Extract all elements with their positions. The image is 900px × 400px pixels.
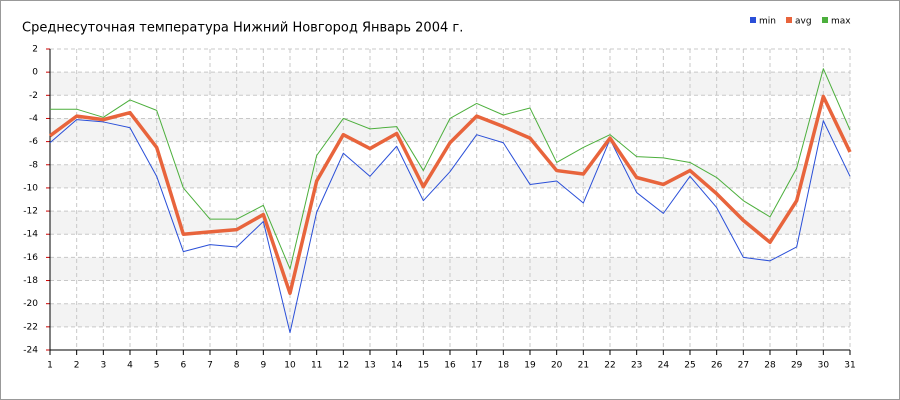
- x-tick-label: 30: [818, 361, 830, 371]
- x-tick-label: 12: [338, 361, 349, 371]
- legend-swatch: [750, 17, 756, 23]
- y-tick-label: -2: [29, 91, 38, 101]
- x-tick-label: 4: [127, 361, 133, 371]
- y-tick-label: 0: [32, 68, 38, 78]
- x-tick-label: 11: [311, 361, 322, 371]
- series-line: [49, 119, 851, 334]
- legend-label: min: [759, 17, 776, 27]
- legend-label: avg: [795, 17, 812, 27]
- x-tick-label: 31: [844, 361, 855, 371]
- x-tick-label: 17: [471, 361, 482, 371]
- band: [50, 211, 850, 235]
- y-tick-label: -6: [29, 137, 38, 147]
- x-tick-label: 21: [578, 361, 589, 371]
- y-tick-label: -10: [23, 183, 38, 193]
- x-tick-label: 5: [154, 361, 160, 371]
- x-tick-label: 15: [418, 361, 429, 371]
- series-line: [48, 94, 852, 296]
- y-tick-label: -12: [23, 207, 38, 217]
- x-tick-label: 7: [207, 361, 213, 371]
- y-tick-label: -18: [23, 276, 38, 286]
- y-tick-label: -16: [23, 253, 38, 263]
- band: [50, 118, 850, 142]
- chart-title: Среднесуточная температура Нижний Новгор…: [22, 21, 463, 36]
- x-tick-label: 14: [391, 361, 403, 371]
- x-tick-label: 24: [658, 361, 670, 371]
- x-tick-label: 2: [74, 361, 80, 371]
- x-tick-label: 18: [498, 361, 510, 371]
- x-tick-label: 3: [100, 361, 106, 371]
- x-tick-label: 16: [444, 361, 456, 371]
- y-tick-label: -22: [23, 322, 38, 332]
- x-tick-label: 9: [260, 361, 266, 371]
- x-tick-label: 29: [791, 361, 803, 371]
- x-tick-label: 23: [631, 361, 642, 371]
- legend-swatch: [822, 17, 828, 23]
- legend-label: max: [831, 17, 851, 27]
- x-tick-label: 25: [684, 361, 695, 371]
- x-tick-label: 28: [764, 361, 776, 371]
- x-tick-label: 19: [524, 361, 536, 371]
- series-line: [50, 68, 851, 270]
- y-tick-label: -14: [23, 230, 38, 240]
- x-tick-label: 26: [711, 361, 723, 371]
- x-tick-label: 10: [284, 361, 296, 371]
- x-tick-label: 22: [604, 361, 615, 371]
- band: [50, 72, 850, 96]
- y-tick-label: -4: [29, 114, 38, 124]
- x-tick-label: 13: [364, 361, 375, 371]
- y-tick-label: -24: [23, 346, 38, 356]
- x-tick-label: 20: [551, 361, 563, 371]
- y-tick-label: 2: [32, 45, 38, 55]
- x-tick-label: 1: [47, 361, 53, 371]
- y-tick-label: -8: [29, 160, 38, 170]
- y-tick-label: -20: [23, 299, 38, 309]
- x-tick-label: 8: [234, 361, 240, 371]
- x-tick-label: 6: [180, 361, 186, 371]
- x-tick-label: 27: [738, 361, 749, 371]
- legend-swatch: [786, 17, 792, 23]
